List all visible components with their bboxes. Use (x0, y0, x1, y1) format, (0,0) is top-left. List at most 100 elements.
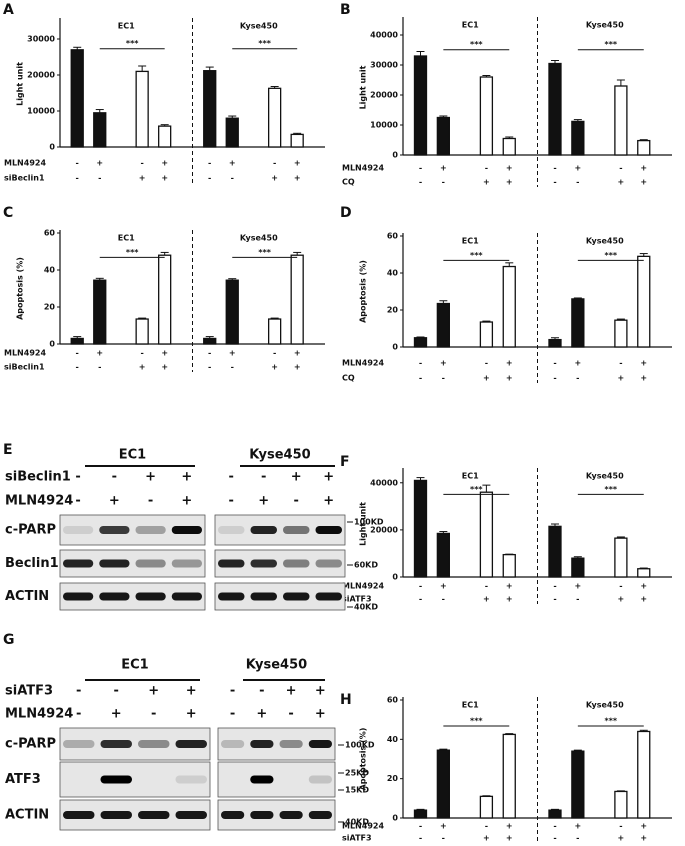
marker-label: 15KD (345, 786, 369, 795)
band-label: c-PARP (5, 523, 56, 538)
condition-name: MLN4924 (342, 822, 384, 831)
band (63, 740, 95, 748)
band (315, 526, 342, 534)
condition-mark: + (186, 707, 197, 722)
condition-name: CQ (342, 178, 355, 187)
condition-mark: - (230, 707, 235, 722)
condition-mark: - (98, 174, 101, 183)
condition-mark: - (151, 707, 156, 722)
group-label: EC1 (119, 448, 146, 463)
bar (70, 337, 84, 345)
condition-name: siBeclin1 (4, 174, 45, 183)
y-tick-label: 0 (392, 151, 398, 160)
condition-mark: + (294, 363, 301, 372)
condition-mark: + (291, 470, 302, 485)
condition-mark: - (442, 178, 445, 187)
bar (70, 49, 84, 148)
condition-name: siBeclin1 (5, 470, 71, 485)
condition-mark: - (553, 822, 556, 831)
y-axis-label: Light unit (16, 62, 25, 106)
y-tick-label: 20 (44, 303, 56, 312)
condition-mark: - (148, 494, 153, 509)
condition-mark: - (419, 359, 422, 368)
marker-label: 40KD (354, 603, 378, 612)
y-tick-label: 0 (392, 343, 398, 352)
condition-mark: - (112, 470, 117, 485)
significance-label: *** (258, 248, 271, 257)
marker-label: 40KD (345, 818, 369, 827)
condition-mark: + (111, 707, 122, 722)
condition-name: siATF3 (5, 684, 53, 699)
y-tick-label: 40000 (370, 31, 398, 40)
condition-mark: - (98, 363, 101, 372)
y-tick-label: 0 (49, 143, 55, 152)
band (171, 526, 202, 534)
condition-mark: + (181, 494, 192, 509)
bar (637, 139, 651, 156)
condition-mark: - (419, 374, 422, 383)
significance-label: *** (605, 716, 618, 725)
condition-mark: + (506, 374, 513, 383)
condition-mark: + (323, 494, 334, 509)
bar (637, 730, 651, 819)
condition-mark: - (208, 363, 211, 372)
condition-mark: - (231, 174, 234, 183)
band (63, 526, 94, 534)
panel-label: D (340, 205, 352, 221)
condition-mark: - (619, 164, 622, 173)
condition-name: MLN4924 (4, 349, 46, 358)
condition-mark: + (640, 582, 647, 591)
panel-label: F (340, 454, 350, 470)
condition-mark: + (640, 834, 647, 843)
y-tick-label: 10000 (27, 107, 55, 116)
band (315, 592, 342, 601)
condition-mark: - (259, 684, 264, 699)
y-tick-label: 60 (44, 229, 56, 238)
condition-mark: + (271, 174, 278, 183)
bar (267, 318, 282, 345)
blot-strip (59, 761, 211, 798)
condition-mark: + (640, 595, 647, 604)
bar (290, 133, 304, 148)
bar (502, 733, 516, 819)
band (63, 811, 95, 819)
band (135, 592, 166, 601)
y-axis-label: Apoptosis (%) (16, 257, 25, 320)
group-label: Kyse450 (249, 448, 310, 463)
condition-mark: - (208, 159, 211, 168)
band (221, 740, 245, 748)
condition-mark: + (618, 834, 625, 843)
group-label: Kyse450 (240, 22, 278, 31)
panel-label: B (340, 2, 351, 18)
condition-mark: - (419, 822, 422, 831)
condition-mark: - (229, 470, 234, 485)
significance-label: *** (470, 40, 483, 49)
group-label: EC1 (118, 22, 135, 31)
y-axis-label: Apoptosis (%) (359, 728, 368, 791)
significance-label: *** (126, 39, 139, 48)
condition-mark: + (96, 349, 103, 358)
bar (413, 337, 428, 348)
condition-mark: - (76, 159, 79, 168)
bar (548, 809, 562, 819)
band (283, 559, 310, 568)
bar (479, 321, 494, 348)
bar (203, 70, 217, 148)
condition-mark: - (419, 595, 422, 604)
panel-label: H (340, 692, 352, 708)
bar (436, 749, 451, 819)
y-tick-label: 30000 (370, 61, 398, 70)
condition-mark: - (485, 822, 488, 831)
condition-name: siBeclin1 (4, 363, 45, 372)
marker-label: 60KD (354, 561, 378, 570)
condition-mark: + (440, 164, 447, 173)
bar (135, 318, 149, 345)
condition-mark: - (553, 595, 556, 604)
condition-mark: - (76, 349, 79, 358)
condition-mark: + (506, 595, 513, 604)
condition-mark: + (574, 582, 581, 591)
band (250, 775, 274, 784)
condition-mark: + (618, 178, 625, 187)
group-label: Kyse450 (246, 658, 307, 673)
